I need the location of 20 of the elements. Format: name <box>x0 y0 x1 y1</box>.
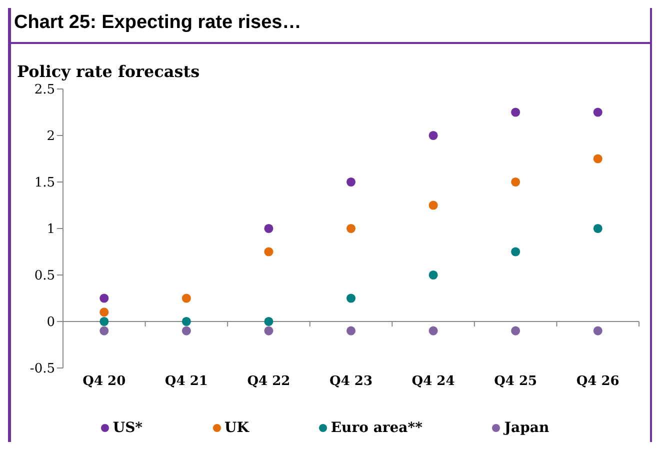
y-tick-label: 0.5 <box>34 268 55 284</box>
x-tick-label: Q4 20 <box>82 374 126 390</box>
y-tick-label: 1 <box>46 222 55 238</box>
x-tick-label: Q4 22 <box>247 374 290 390</box>
y-tick-label: -0.5 <box>30 362 55 377</box>
y-tick-label: 2.5 <box>34 82 55 98</box>
chart-subtitle: Policy rate forecasts <box>16 61 201 81</box>
x-tick-label: Q4 24 <box>412 374 455 390</box>
legend-label: Japan <box>502 420 550 436</box>
x-tick-label: Q4 26 <box>576 374 620 390</box>
legend-label: UK <box>224 420 249 436</box>
legend-label: US* <box>112 420 142 436</box>
x-tick-label: Q4 21 <box>164 374 208 390</box>
x-tick-label: Q4 23 <box>330 374 372 390</box>
legend-label: Euro area** <box>330 420 422 436</box>
y-tick-label: 2 <box>46 129 55 144</box>
x-tick-label: Q4 25 <box>494 374 538 390</box>
y-tick-label: 1.5 <box>34 176 55 191</box>
y-tick-label: 0 <box>46 315 55 330</box>
chart-title: Chart 25: Expecting rate rises… <box>11 8 650 44</box>
